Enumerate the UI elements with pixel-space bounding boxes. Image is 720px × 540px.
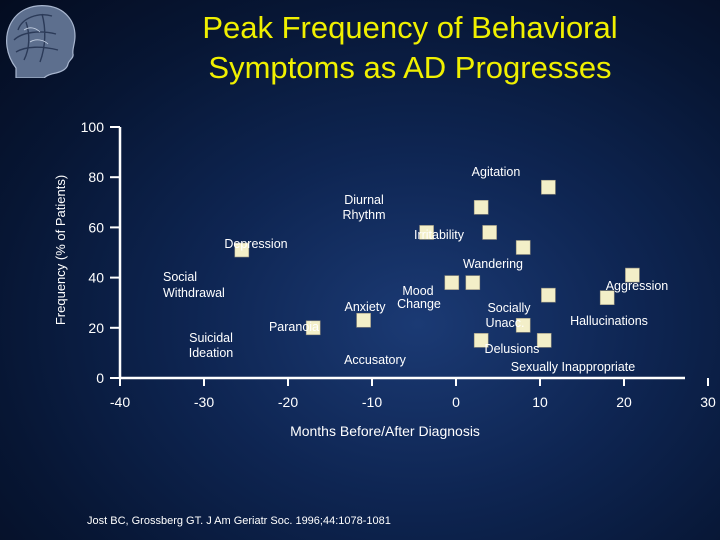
label-socially-unacc-2: Unacc. [486,316,525,330]
marker-aggression [625,267,640,283]
label-mood-change-2: Change [397,297,441,311]
marker-sexually-inappropriate [536,333,552,348]
title-line-1: Peak Frequency of Behavioral [202,10,618,45]
label-diurnal-rhythm-2: Rhythm [342,208,385,222]
marker-diurnal-rhythm [473,200,489,215]
label-diurnal-rhythm: Diurnal [344,193,384,207]
x-tick-label: -20 [278,394,298,410]
marker-wandering [515,240,531,255]
label-accusatory: Accusatory [344,353,407,367]
x-tick-label: 10 [532,394,548,410]
label-hallucinations: Hallucinations [570,314,648,328]
marker-agitation [541,179,556,195]
marker-paranoia [356,312,371,328]
marker-suicidal-ideation [305,320,321,336]
label-agitation: Agitation [472,165,521,179]
label-social-withdrawal: Social [163,270,197,284]
page-title: Peak Frequency of Behavioral Symptoms as… [110,8,710,88]
x-axis-label: Months Before/After Diagnosis [290,423,480,439]
marker-mood-change [465,275,481,290]
x-tick-label: -10 [362,394,382,410]
title-line-2: Symptoms as AD Progresses [208,50,612,85]
label-irritability: Irritability [414,228,465,242]
label-paranoia: Paranoia [269,320,319,334]
citation: Jost BC, Grossberg GT. J Am Geriatr Soc.… [87,515,391,527]
label-depression: Depression [224,237,287,251]
label-sexually-inappropriate: Sexually Inappropriate [511,360,635,374]
marker-irritability [482,225,497,240]
marker-accusatory [473,333,489,348]
x-tick-label: 0 [452,394,460,410]
x-tick-label: 20 [616,394,632,410]
label-socially-unacc: Socially [487,301,531,315]
marker-delusions [515,317,531,333]
x-tick-label: 30 [700,394,716,410]
marker-depression [419,225,434,240]
y-tick-label: 80 [88,169,104,185]
marker-social-withdrawal [234,242,250,258]
marker-anxiety [444,275,460,290]
label-wandering: Wandering [463,257,523,271]
label-delusions: Delusions [485,342,540,356]
y-tick-label: 20 [88,320,104,336]
marker-socially-unacc [541,287,556,303]
y-tick-label: 60 [88,219,104,235]
label-suicidal-ideation-2: Ideation [189,346,234,360]
x-tick-label: -30 [194,394,214,410]
head-brain-icon [6,5,76,78]
label-social-withdrawal-2: Withdrawal [163,286,225,300]
marker-hallucinations [599,290,615,305]
y-tick-label: 40 [88,270,104,286]
label-aggression: Aggression [606,279,669,293]
y-axis-label: Frequency (% of Patients) [53,175,68,325]
label-anxiety: Anxiety [345,300,387,314]
x-tick-label: -40 [110,394,130,410]
label-suicidal-ideation: Suicidal [189,331,233,345]
y-tick-label: 0 [96,370,104,386]
y-tick-label: 100 [81,119,105,135]
label-mood-change: Mood [402,284,433,298]
